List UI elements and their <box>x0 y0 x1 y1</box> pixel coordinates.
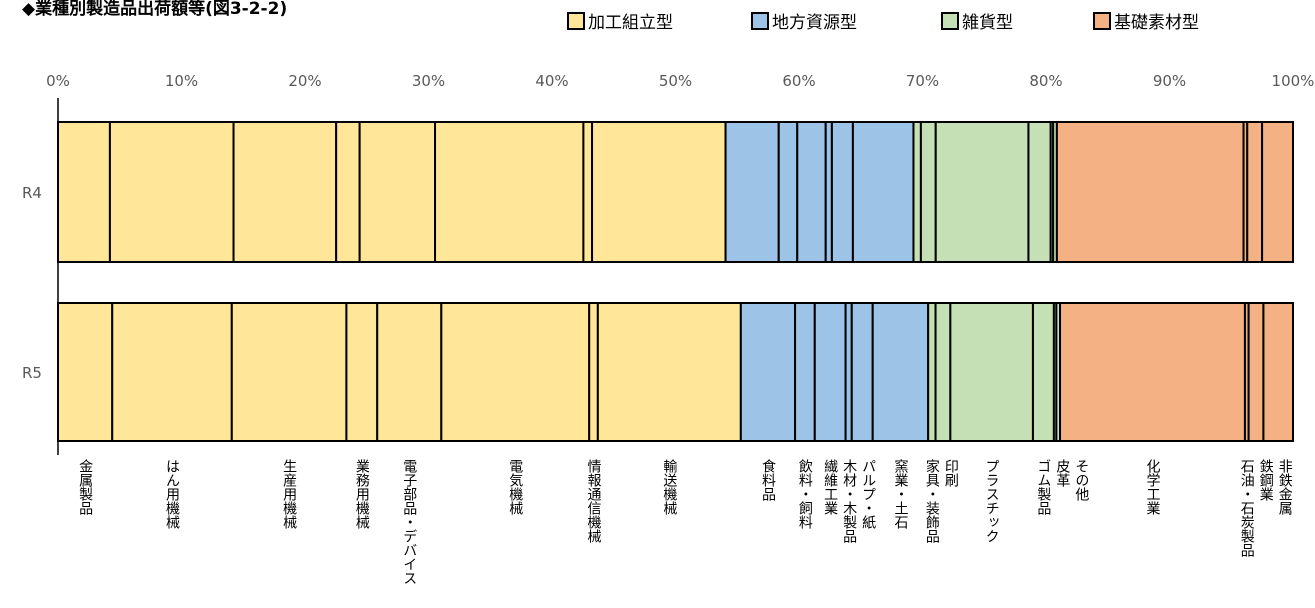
bar-segment <box>851 121 915 263</box>
bar-segment <box>108 121 235 263</box>
x-tick-label: 0% <box>46 72 70 90</box>
bar-segment <box>591 121 727 263</box>
legend-item-kiso: 基礎素材型 <box>1093 8 1199 33</box>
legend-swatch <box>1093 11 1111 30</box>
segment-label: 電子部品・デバイス <box>401 459 417 585</box>
legend-item-zakka: 雑貨型 <box>941 8 1013 33</box>
x-tick-label: 20% <box>288 72 321 90</box>
bar-segment <box>813 302 847 442</box>
bar-segment <box>1262 302 1295 442</box>
segment-label: 石油・石炭製品 <box>1239 459 1255 557</box>
legend-item-chihou: 地方資源型 <box>751 8 857 33</box>
legend-item-kakou: 加工組立型 <box>567 8 673 33</box>
x-tick-label: 100% <box>1272 72 1315 90</box>
segment-label: 業務用機械 <box>354 459 370 529</box>
bar-segment <box>1261 121 1295 263</box>
bar-segment <box>850 302 874 442</box>
segment-label: 飲料・飼料 <box>797 459 813 529</box>
x-tick-label: 30% <box>412 72 445 90</box>
bar-segment <box>582 121 594 263</box>
segment-label: ゴム製品 <box>1035 459 1051 515</box>
bar-segment <box>230 302 348 442</box>
bar-segment <box>57 302 114 442</box>
segment-label: 食料品 <box>760 458 776 501</box>
bar-segment <box>335 121 361 263</box>
legend-label: 雑貨型 <box>962 13 1013 33</box>
legend-label: 基礎素材型 <box>1114 13 1199 33</box>
segment-label: パルプ・紙 <box>860 459 876 530</box>
category-label: R5 <box>22 364 42 382</box>
bar-segment <box>57 121 111 263</box>
bar-segment <box>934 302 952 442</box>
bar-segment <box>1059 302 1246 442</box>
legend-swatch <box>567 11 585 30</box>
bar-segment <box>376 302 443 442</box>
legend-label: 地方資源型 <box>772 13 857 33</box>
bar-segment <box>912 121 922 263</box>
bar-segment <box>919 121 937 263</box>
x-tick-label: 50% <box>659 72 692 90</box>
segment-label: 金属製品 <box>77 459 93 515</box>
x-tick-label: 80% <box>1029 72 1062 90</box>
segment-label: はん用機械 <box>164 459 180 529</box>
bar-segment <box>1031 302 1055 442</box>
segment-label: 印刷 <box>943 459 959 487</box>
x-tick-label: 90% <box>1153 72 1186 90</box>
category-label: R4 <box>22 184 42 202</box>
bar-segment <box>358 121 437 263</box>
legend-swatch <box>751 11 769 30</box>
bar-segment <box>739 302 797 442</box>
legend: 加工組立型 地方資源型 雑貨型 基礎素材型 <box>0 8 1315 38</box>
segment-label: 木材・木製品 <box>841 459 857 543</box>
x-tick-label: 40% <box>535 72 568 90</box>
bar-segment <box>934 121 1030 263</box>
bar-segment <box>440 302 591 442</box>
bar-segment <box>596 302 742 442</box>
bar-segment <box>111 302 233 442</box>
segment-label: 窯業・土石 <box>892 458 908 529</box>
bar-segment <box>434 121 585 263</box>
segment-label: 化学工業 <box>1144 459 1160 515</box>
segment-label: 皮革 <box>1054 459 1070 487</box>
chart-title: ◆業種別製造品出荷額等(図3-2-2) <box>22 0 288 19</box>
segment-label: その他 <box>1073 459 1089 502</box>
bar-segment <box>794 302 816 442</box>
legend-swatch <box>941 11 959 30</box>
bar-segment <box>949 302 1034 442</box>
segment-label: 繊維工業 <box>822 459 838 515</box>
bar-segment <box>830 121 854 263</box>
x-tick-label: 10% <box>165 72 198 90</box>
bar-segment <box>1246 121 1264 263</box>
segment-label: 生産用機械 <box>281 459 297 529</box>
bar-segment <box>927 302 937 442</box>
bar-segment <box>871 302 930 442</box>
segment-label: 非鉄金属 <box>1277 459 1293 515</box>
bar-segment <box>1247 302 1265 442</box>
bar-segment <box>1027 121 1052 263</box>
segment-label: 輸送機械 <box>661 459 677 515</box>
bar-segment <box>796 121 827 263</box>
segment-label: プラスチック <box>984 459 1000 543</box>
bar-segment <box>724 121 780 263</box>
x-tick-label: 60% <box>782 72 815 90</box>
bar-segment <box>345 302 379 442</box>
bar-segment <box>588 302 599 442</box>
segment-label: 情報通信機械 <box>586 459 602 543</box>
segment-label: 電気機械 <box>507 459 523 515</box>
segment-label: 家具・装飾品 <box>924 458 940 543</box>
x-tick-label: 70% <box>906 72 939 90</box>
bar-segment <box>232 121 338 263</box>
legend-label: 加工組立型 <box>588 13 673 33</box>
bar-segment <box>1055 121 1245 263</box>
bar-segment <box>777 121 799 263</box>
segment-label: 鉄鋼業 <box>1258 459 1274 501</box>
